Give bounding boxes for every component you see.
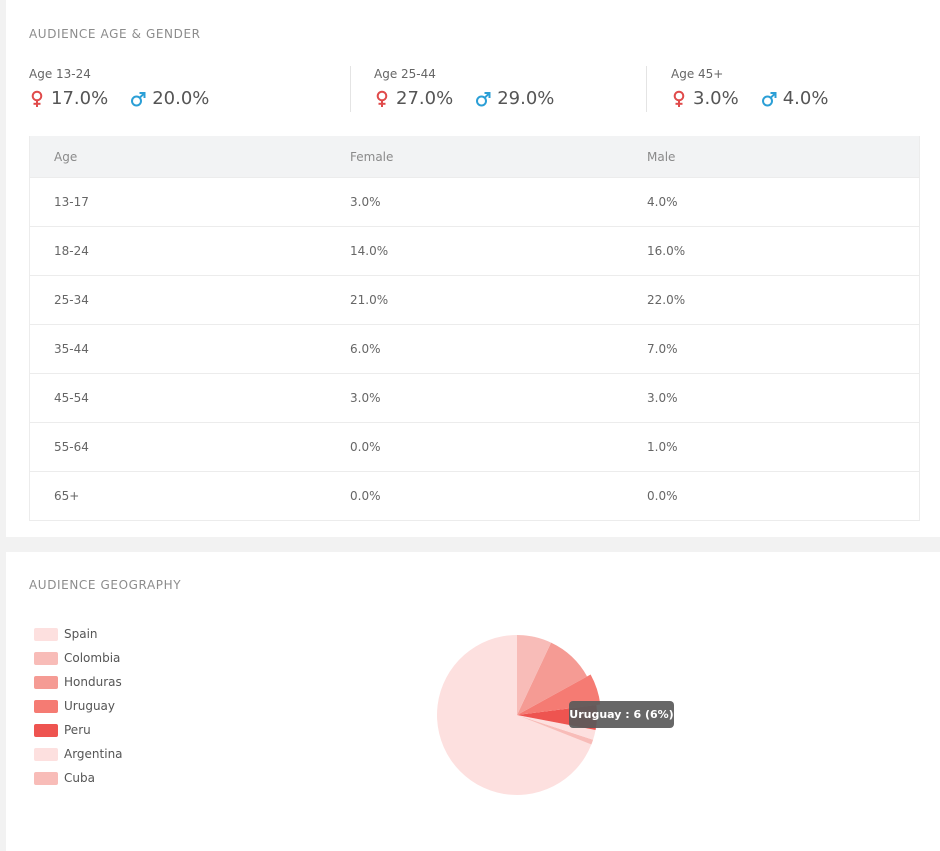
legend-swatch — [34, 627, 58, 641]
pie-slice-colombia[interactable] — [517, 635, 552, 715]
cell-male: 16.0% — [647, 244, 686, 258]
geography-title: AUDIENCE GEOGRAPHY — [29, 578, 182, 592]
cell-female: 3.0% — [350, 195, 381, 209]
female-icon — [673, 90, 685, 107]
legend-swatch — [34, 723, 58, 737]
geography-card: AUDIENCE GEOGRAPHY Spain Colombia Honduras… — [6, 552, 940, 851]
table-row: 13-17 3.0% 4.0% — [30, 177, 919, 226]
age-gender-card: AUDIENCE AGE & GENDER Age 13-24 17.0% 20… — [6, 0, 940, 537]
male-percent: 29.0% — [497, 88, 555, 109]
legend-label: Honduras — [64, 675, 122, 689]
male-icon — [476, 91, 491, 106]
cell-age: 55-64 — [54, 440, 89, 454]
cell-age: 45-54 — [54, 391, 89, 405]
legend-label: Colombia — [64, 651, 121, 665]
cell-age: 25-34 — [54, 293, 89, 307]
female-percent: 27.0% — [396, 88, 454, 109]
header-male: Male — [647, 149, 676, 164]
legend-item-peru[interactable]: Peru — [34, 718, 123, 742]
cell-female: 0.0% — [350, 440, 381, 454]
legend-item-argentina[interactable]: Argentina — [34, 742, 123, 766]
pie-slice-spain[interactable] — [437, 635, 592, 795]
table-header: Age Female Male — [30, 136, 919, 177]
legend-swatch — [34, 651, 58, 665]
header-age: Age — [54, 149, 78, 164]
age-group-label: Age 45+ — [671, 67, 724, 81]
cell-male: 1.0% — [647, 440, 678, 454]
pie-slice-cuba[interactable] — [517, 715, 594, 745]
legend-item-colombia[interactable]: Colombia — [34, 646, 123, 670]
cell-female: 0.0% — [350, 489, 381, 503]
male-icon — [131, 91, 146, 106]
pie-slice-argentina[interactable] — [517, 715, 596, 740]
age-group-13-24: Age 13-24 17.0% 20.0% — [29, 66, 231, 112]
legend-label: Argentina — [64, 747, 123, 761]
cell-age: 13-17 — [54, 195, 89, 209]
legend-item-uruguay[interactable]: Uruguay — [34, 694, 123, 718]
legend-swatch — [34, 747, 58, 761]
male-icon — [761, 91, 777, 106]
age-group-label: Age 25-44 — [374, 67, 436, 81]
female-icon — [376, 90, 388, 107]
table-row: 65+ 0.0% 0.0% — [30, 471, 919, 520]
cell-male: 22.0% — [647, 293, 686, 307]
cell-age: 65+ — [54, 489, 80, 503]
age-summary: Age 13-24 17.0% 20.0% Age 25-44 27.0% — [29, 66, 940, 112]
female-percent: 17.0% — [51, 88, 109, 109]
age-gender-table: Age Female Male 13-17 3.0% 4.0% 18-24 14… — [29, 136, 920, 521]
table-row: 18-24 14.0% 16.0% — [30, 226, 919, 275]
age-group-25-44: Age 25-44 27.0% 29.0% — [350, 66, 576, 112]
legend-item-honduras[interactable]: Honduras — [34, 670, 123, 694]
cell-male: 7.0% — [647, 342, 678, 356]
geography-pie-chart — [437, 635, 601, 795]
table-row: 35-44 6.0% 7.0% — [30, 324, 919, 373]
cell-age: 35-44 — [54, 342, 89, 356]
table-row: 55-64 0.0% 1.0% — [30, 422, 919, 471]
header-female: Female — [350, 149, 394, 164]
legend-item-spain[interactable]: Spain — [34, 622, 123, 646]
table-row: 45-54 3.0% 3.0% — [30, 373, 919, 422]
legend-label: Spain — [64, 627, 98, 641]
age-group-label: Age 13-24 — [29, 67, 91, 81]
cell-female: 6.0% — [350, 342, 381, 356]
cell-female: 3.0% — [350, 391, 381, 405]
legend-swatch — [34, 675, 58, 689]
legend-item-cuba[interactable]: Cuba — [34, 766, 123, 790]
cell-male: 3.0% — [647, 391, 678, 405]
cell-male: 0.0% — [647, 489, 678, 503]
legend-label: Cuba — [64, 771, 95, 785]
female-icon — [31, 90, 43, 107]
pie-slice-honduras[interactable] — [517, 642, 588, 715]
age-group-45-plus: Age 45+ 3.0% 4.0% — [646, 66, 850, 112]
table-row: 25-34 21.0% 22.0% — [30, 275, 919, 324]
cell-age: 18-24 — [54, 244, 89, 258]
legend-label: Uruguay — [64, 699, 115, 713]
cell-male: 4.0% — [647, 195, 678, 209]
age-gender-title: AUDIENCE AGE & GENDER — [29, 27, 201, 41]
cell-female: 21.0% — [350, 293, 389, 307]
cell-female: 14.0% — [350, 244, 389, 258]
legend-label: Peru — [64, 723, 91, 737]
legend-swatch — [34, 699, 58, 713]
male-percent: 4.0% — [782, 88, 829, 109]
pie-legend: Spain Colombia Honduras Uruguay Peru Argentin… — [34, 622, 123, 790]
male-percent: 20.0% — [152, 88, 210, 109]
pie-tooltip: Uruguay : 6 (6%) — [569, 701, 674, 728]
female-percent: 3.0% — [693, 88, 739, 109]
legend-swatch — [34, 771, 58, 785]
